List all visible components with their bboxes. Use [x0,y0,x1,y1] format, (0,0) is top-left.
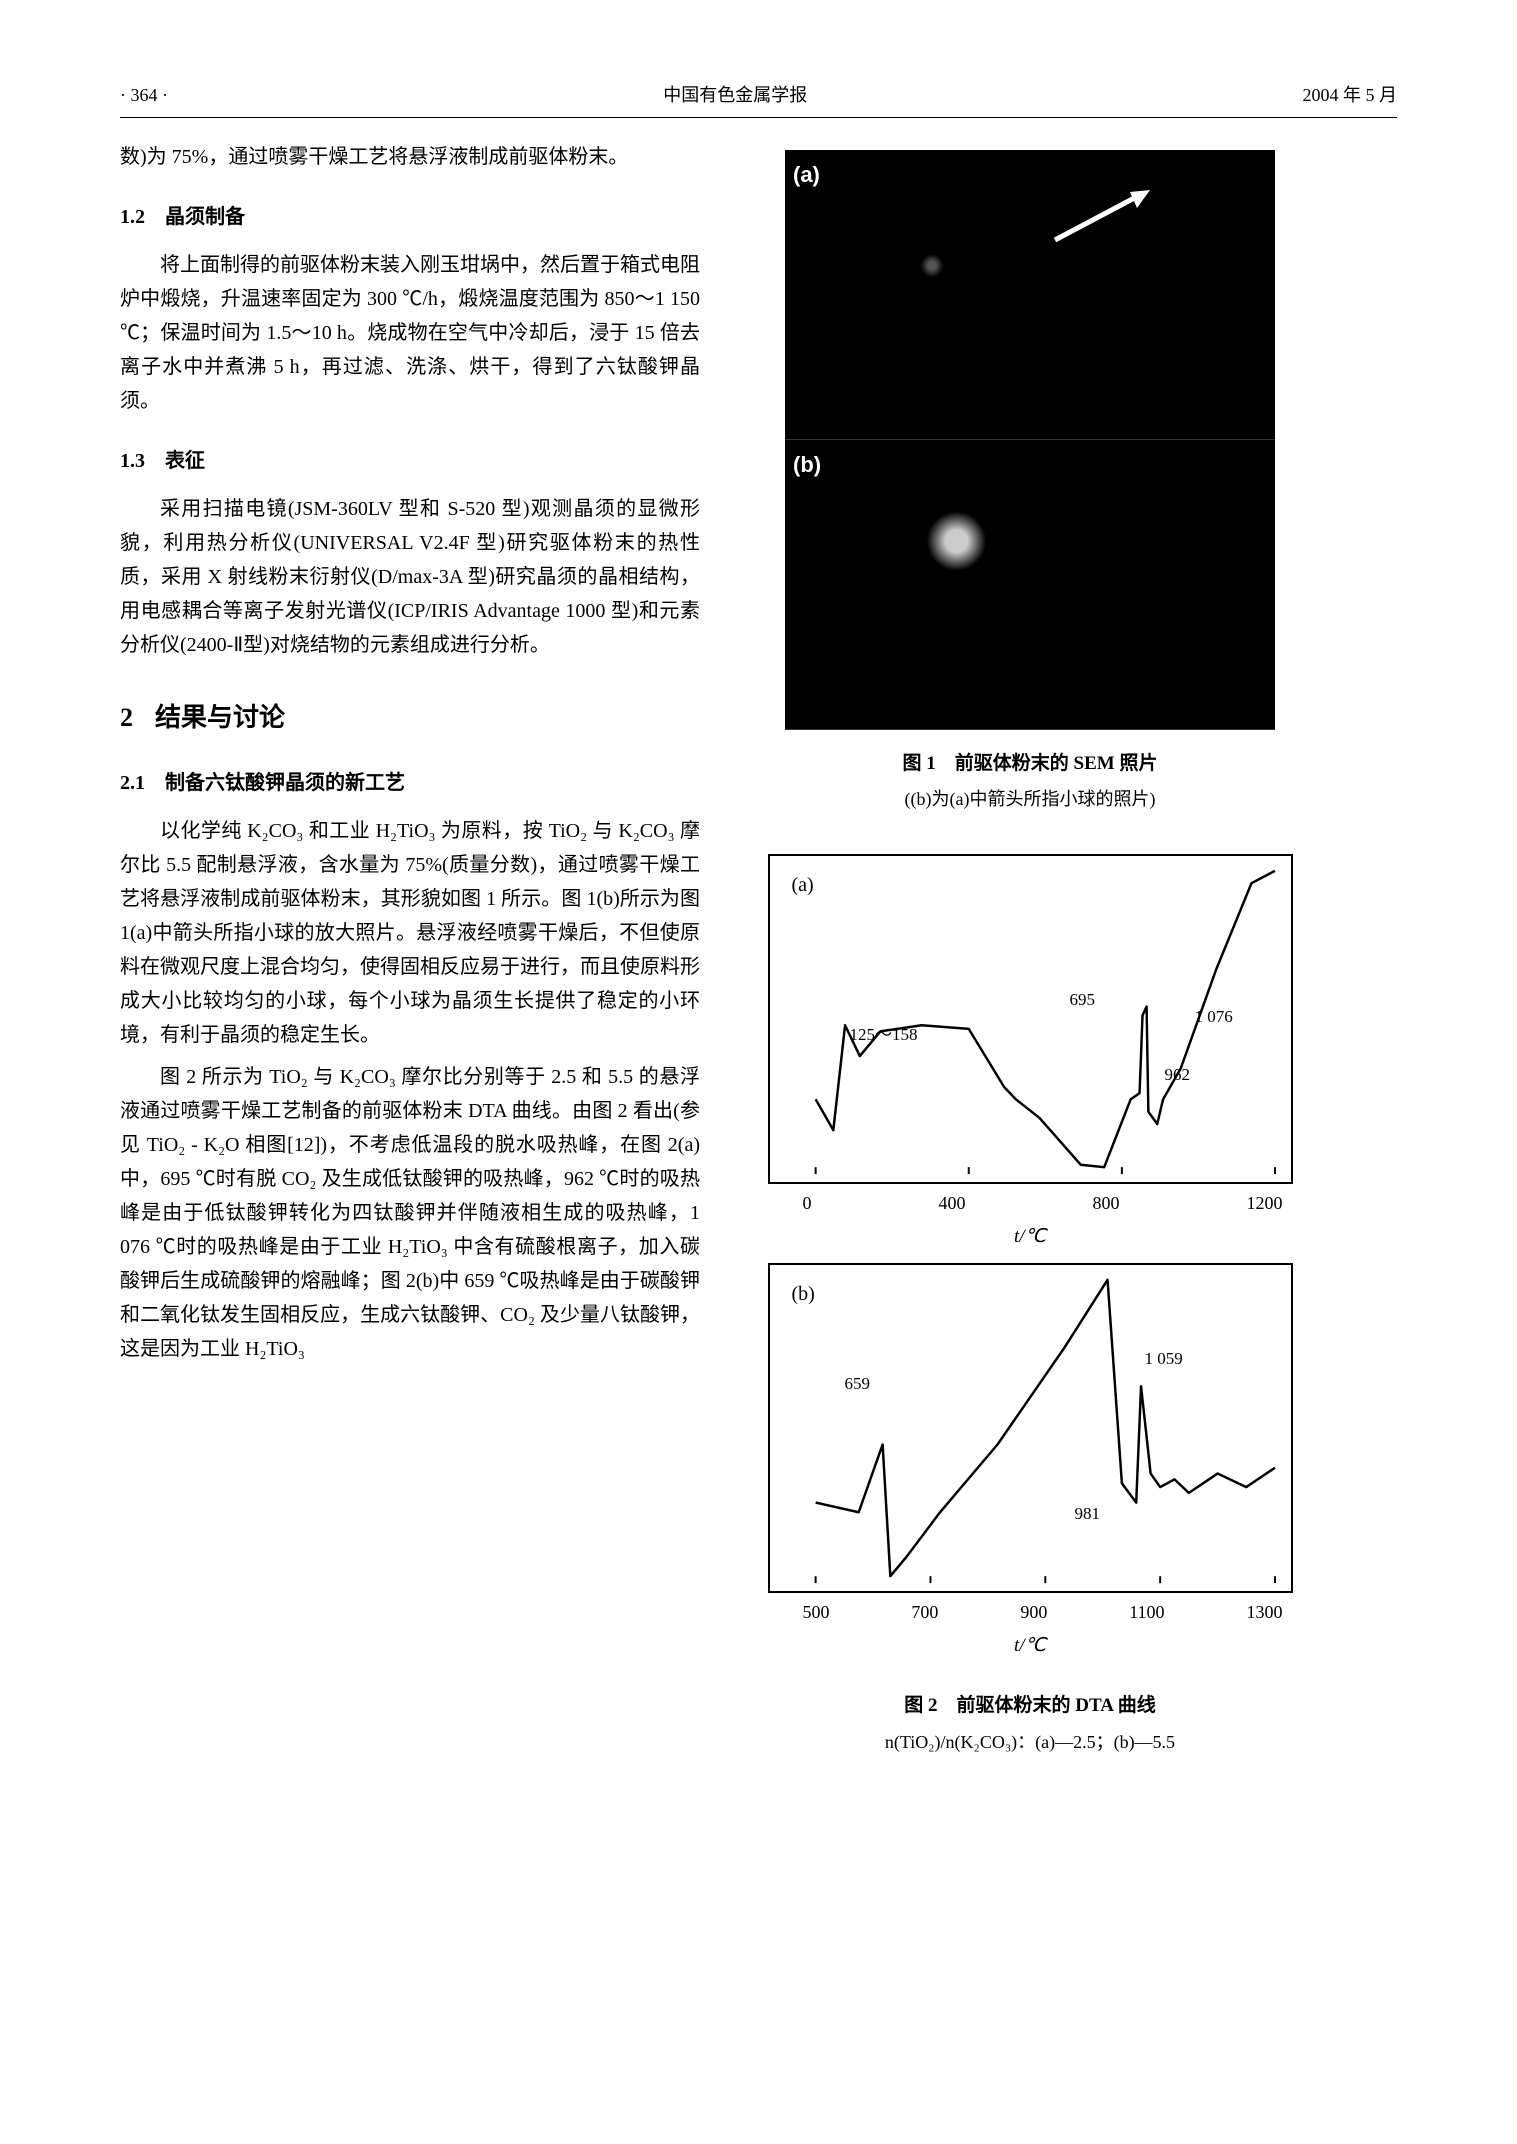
xtick-b-3: 1100 [1129,1597,1164,1628]
dta-chart-b: (b) 659 1 059 981 [768,1263,1293,1593]
peak-label-b3: 981 [1075,1500,1101,1529]
figure-1-subcaption: ((b)为(a)中箭头所指小球的照片) [905,784,1156,815]
page-number: · 364 · [120,80,168,111]
section-2-number: 2 [120,703,133,732]
chart-a-axis-label: t/℃ [768,1221,1293,1253]
chart-b-axis-label: t/℃ [768,1630,1293,1662]
section-1-3-p1: 采用扫描电镜(JSM-360LV 型和 S-520 型)观测晶须的显微形貌，利用… [120,492,700,662]
chart-a-xticks: 0 400 800 1200 [768,1184,1293,1219]
chart-b-svg [770,1265,1291,1591]
arrow-icon [1045,180,1165,250]
section-2-text: 结果与讨论 [155,703,285,732]
peak-label-a1: 125～158 [850,1021,918,1050]
sem-label-a: (a) [793,156,820,193]
section-2-title: 2 结果与讨论 [120,696,700,740]
peak-label-b1: 659 [845,1370,871,1399]
section-1-2-title: 1.2 晶须制备 [120,200,700,234]
section-2-1-p2: 图 2 所示为 TiO₂ 与 K₂CO₃ 摩尔比分别等于 2.5 和 5.5 的… [120,1060,700,1366]
xtick-b-4: 1300 [1246,1597,1282,1628]
xtick-a-0: 0 [803,1188,812,1219]
peak-label-a4: 962 [1165,1061,1191,1090]
section-2-1-p1: 以化学纯 K₂CO₃ 和工业 H₂TiO₃ 为原料，按 TiO₂ 与 K₂CO₃… [120,814,700,1052]
section-1-2-p1: 将上面制得的前驱体粉末装入刚玉坩埚中，然后置于箱式电阻炉中煅烧，升温速率固定为 … [120,248,700,418]
xtick-b-1: 700 [911,1597,938,1628]
peak-label-a3: 1 076 [1195,1003,1233,1032]
sem-panel-a: (a) [785,150,1275,440]
intro-continuation: 数)为 75%，通过喷雾干燥工艺将悬浮液制成前驱体粉末。 [120,140,700,174]
figure-2-container: (a) 125～158 695 1 076 962 0 400 800 1200… [768,854,1293,1672]
xtick-a-2: 800 [1093,1188,1120,1219]
sem-panel-b: (b) [785,440,1275,730]
dta-chart-a: (a) 125～158 695 1 076 962 [768,854,1293,1184]
main-content: 数)为 75%，通过喷雾干燥工艺将悬浮液制成前驱体粉末。 1.2 晶须制备 将上… [120,140,1397,1782]
chart-b-panel-label: (b) [792,1277,815,1311]
figure-2-caption: 图 2 前驱体粉末的 DTA 曲线 [904,1690,1155,1722]
section-2-1-title: 2.1 制备六钛酸钾晶须的新工艺 [120,766,700,800]
left-column: 数)为 75%，通过喷雾干燥工艺将悬浮液制成前驱体粉末。 1.2 晶须制备 将上… [120,140,700,1782]
peak-label-a2: 695 [1070,986,1096,1015]
chart-a-panel-label: (a) [792,868,814,902]
sem-label-b: (b) [793,446,821,483]
issue-date: 2004 年 5 月 [1303,80,1398,111]
figure-1-caption: 图 1 前驱体粉末的 SEM 照片 [903,748,1158,780]
figure-2-subcaption: n(TiO₂)/n(K₂CO₃)：(a)—2.5；(b)—5.5 [885,1727,1175,1758]
right-column: (a) (b) 图 1 前驱体粉末的 SEM 照片 ((b)为(a)中箭头所指小… [745,140,1315,1782]
figure-1-sem-image: (a) (b) [785,150,1275,730]
journal-title: 中国有色金属学报 [663,80,807,111]
xtick-b-0: 500 [803,1597,830,1628]
xtick-b-2: 900 [1020,1597,1047,1628]
xtick-a-3: 1200 [1247,1188,1283,1219]
chart-b-xticks: 500 700 900 1100 1300 [768,1593,1293,1628]
section-1-3-title: 1.3 表征 [120,444,700,478]
page-header: · 364 · 中国有色金属学报 2004 年 5 月 [120,80,1397,118]
xtick-a-1: 400 [939,1188,966,1219]
peak-label-b2: 1 059 [1145,1345,1183,1374]
